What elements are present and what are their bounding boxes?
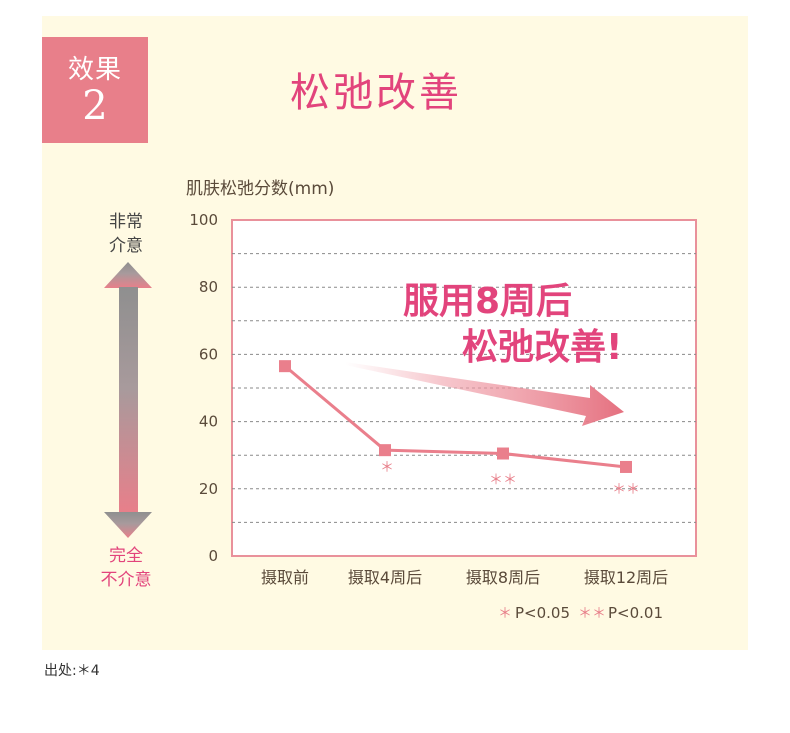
- significance-mark: ＊＊: [489, 473, 517, 489]
- x-tick-label: 摄取8周后: [466, 568, 540, 587]
- y-tick-label: 60: [199, 345, 218, 363]
- scale-top-label: 非常 介意: [96, 210, 156, 258]
- source-note: 出处:＊4: [44, 663, 100, 679]
- data-point: [379, 444, 391, 457]
- annotation-line-2: 松弛改善!: [462, 327, 623, 368]
- badge-number: 2: [82, 83, 108, 129]
- x-tick-label: 摄取前: [261, 568, 309, 587]
- legend-single-star: ＊: [498, 606, 512, 622]
- data-point: [279, 360, 291, 373]
- y-tick-label: 100: [189, 211, 218, 229]
- y-tick-label: 40: [199, 413, 218, 431]
- scale-bottom-line-1: 完全: [109, 546, 143, 566]
- series-line: [279, 360, 632, 473]
- y-tick-label: 20: [199, 480, 218, 498]
- data-point: [620, 460, 632, 473]
- data-point: [497, 447, 509, 460]
- significance-mark: ＊: [380, 460, 394, 476]
- y-tick-labels: 0 20 40 60 80 100: [189, 211, 218, 565]
- scale-top-line-1: 非常: [109, 212, 143, 232]
- legend-single-text: P<0.05: [515, 604, 570, 622]
- x-tick-label: 摄取12周后: [584, 568, 668, 587]
- legend-double-text: P<0.01: [608, 604, 663, 622]
- improvement-trend-arrow: [345, 362, 624, 426]
- y-tick-label: 0: [208, 547, 218, 565]
- y-tick-label: 80: [199, 278, 218, 296]
- concern-scale-arrow: [104, 262, 152, 538]
- page-title: 松弛改善: [290, 70, 462, 116]
- x-tick-label: 摄取4周后: [348, 568, 422, 587]
- significance-marks: ＊＊＊＊＊: [380, 460, 640, 498]
- y-axis-title: 肌肤松弛分数(mm): [186, 179, 335, 199]
- scale-bottom-label: 完全 不介意: [88, 544, 164, 592]
- grid-lines: [232, 253, 696, 523]
- annotation-line-1: 服用8周后: [403, 281, 573, 322]
- badge-label: 效果: [67, 55, 122, 85]
- legend-double-star: ＊＊: [578, 606, 606, 622]
- effect-badge: 效果 2: [42, 37, 148, 143]
- series-polyline: [284, 365, 627, 469]
- x-tick-labels: 摄取前 摄取4周后 摄取8周后 摄取12周后: [261, 568, 668, 587]
- significance-mark: ＊＊: [612, 482, 640, 498]
- scale-top-line-2: 介意: [109, 236, 143, 256]
- scale-bottom-line-2: 不介意: [100, 570, 152, 590]
